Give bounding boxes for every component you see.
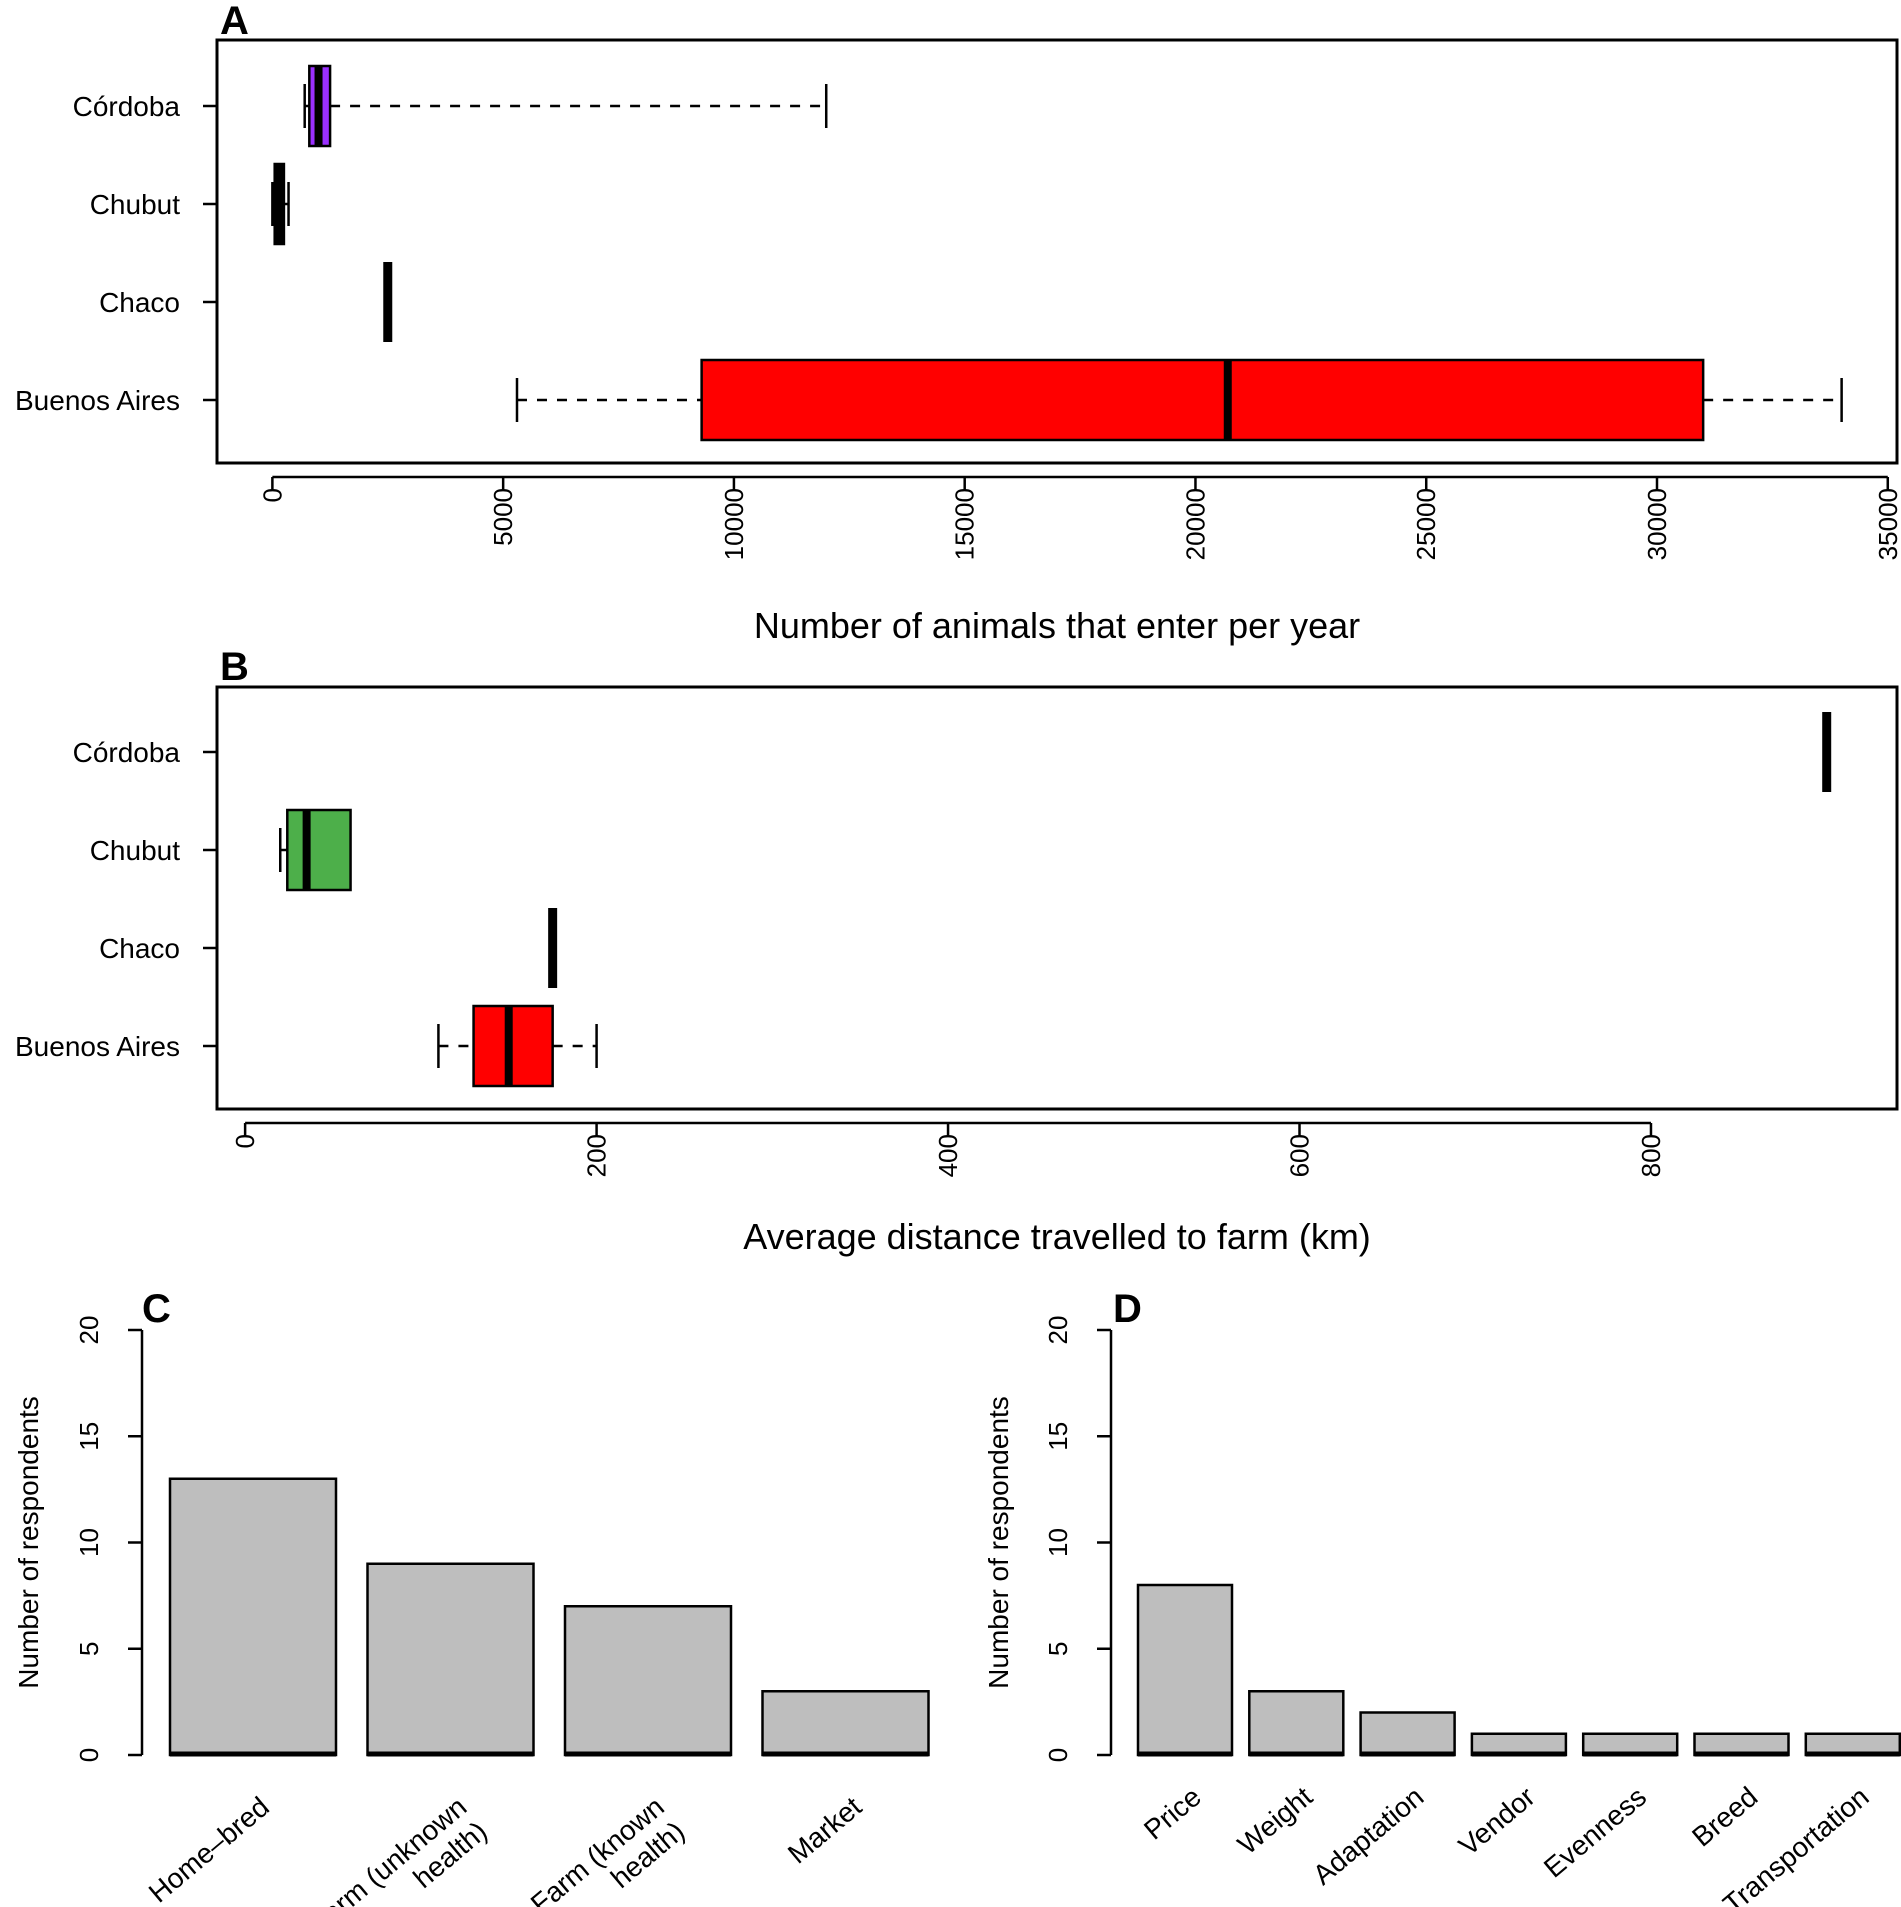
x-tick-label: 15000 [950,488,980,560]
y-tick-label: 20 [1043,1316,1073,1345]
y-tick-label: 20 [74,1316,104,1345]
bar-label: Breed [1686,1781,1763,1853]
x-axis-title: Average distance travelled to farm (km) [743,1216,1371,1257]
x-tick-label: 30000 [1642,488,1672,560]
y-tick-label: 15 [1043,1422,1073,1451]
y-axis-title: Number of respondents [13,1396,44,1689]
category-label: Chaco [99,287,180,318]
y-tick-label: 10 [74,1528,104,1557]
panel-letter: A [220,0,249,43]
plot-frame [215,38,1899,465]
x-tick-label: 10000 [719,488,749,560]
bar-label: Price [1138,1781,1207,1846]
bar-label: Home–bred [143,1791,275,1907]
bar-label: Adaptation [1307,1781,1429,1891]
panel-letter: C [142,1287,171,1331]
bar-label: Vendor [1453,1781,1541,1862]
x-tick-label: 200 [582,1134,612,1177]
y-tick-label: 10 [1043,1528,1073,1557]
x-tick-label: 800 [1636,1134,1666,1177]
panel-letter: B [220,645,249,689]
panel-a: A Córdoba Chubut Chaco Buenos Aires 0 5000 1000… [15,0,1901,646]
x-tick-label: 400 [933,1134,963,1177]
bar [1359,1711,1456,1757]
y-tick-label: 5 [1043,1642,1073,1656]
bar [1248,1690,1345,1757]
x-tick-label: 0 [230,1134,260,1148]
panel-letter: D [1113,1287,1142,1331]
category-label: Chubut [90,835,181,866]
iqr-box [286,808,352,892]
bar [563,1605,733,1757]
bar-label: Weight [1232,1781,1318,1861]
bar-label: Evenness [1538,1781,1652,1884]
iqr-box [472,1004,554,1088]
x-tick-label: 0 [257,488,287,502]
category-label: Chaco [99,933,180,964]
x-tick-label: 600 [1285,1134,1315,1177]
bar [366,1562,535,1757]
iqr-box [700,358,1705,442]
plot-frame [215,685,1899,1111]
bar [168,1477,338,1757]
y-tick-label: 5 [74,1642,104,1656]
category-label: Chubut [90,189,181,220]
y-tick-label: 15 [74,1422,104,1451]
y-tick-label: 0 [1043,1748,1073,1762]
box-c-rdoba [303,64,828,148]
box-chubut [279,808,352,892]
bar-label: Market [782,1791,868,1870]
panel-b: B Córdoba Chubut Chaco Buenos Aires 0 200 400 60… [15,645,1899,1257]
bar [761,1690,930,1757]
bar [1136,1583,1234,1757]
category-label: Buenos Aires [15,1031,180,1062]
x-tick-label: 20000 [1180,488,1210,560]
box-buenos-aires [437,1004,598,1088]
box-buenos-aires [515,358,1843,442]
y-tick-label: 0 [74,1748,104,1762]
category-label: Buenos Aires [15,385,180,416]
x-tick-label: 25000 [1411,488,1441,560]
box-chubut [271,162,290,246]
x-tick-label: 5000 [488,488,518,546]
category-label: Córdoba [73,91,181,122]
panel-d: D 0 5 10 15 20 Number of respondents Price Weigh… [983,1287,1901,1907]
x-tick-label: 35000 [1873,488,1901,560]
category-label: Córdoba [73,737,181,768]
y-axis-title: Number of respondents [983,1396,1014,1689]
x-axis-title: Number of animals that enter per year [754,605,1360,646]
